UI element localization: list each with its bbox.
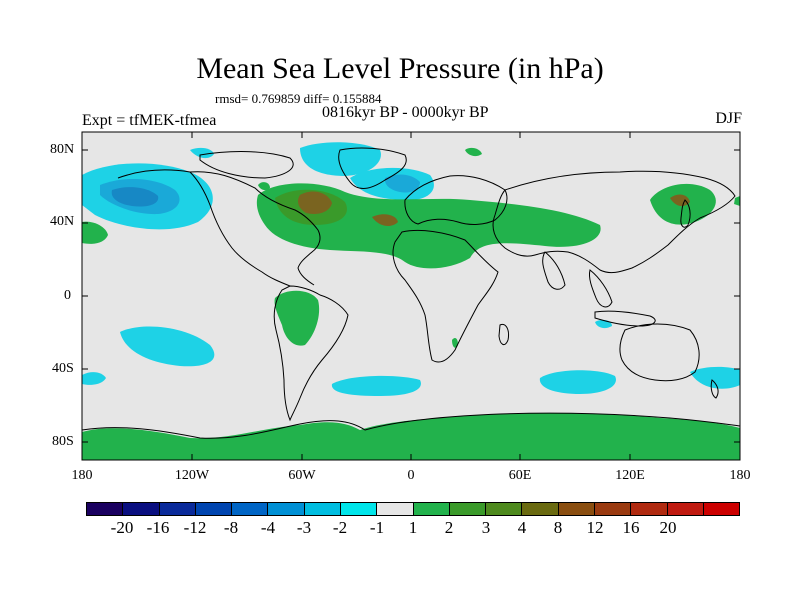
pos-anomaly-east-asia-core bbox=[670, 194, 690, 207]
colorbar-swatch bbox=[304, 503, 341, 515]
colorbar-swatch bbox=[340, 503, 378, 515]
season-label: DJF bbox=[715, 110, 742, 127]
colorbar-label: -2 bbox=[332, 518, 348, 537]
neg-anomaly-sw-pacific bbox=[690, 366, 740, 389]
colorbar-swatch bbox=[486, 503, 523, 515]
colorbar-label: 1 bbox=[408, 518, 418, 537]
coast-europe bbox=[404, 175, 508, 225]
colorbar-label: -4 bbox=[260, 518, 276, 537]
colorbar-swatch bbox=[232, 503, 269, 515]
neg-anomaly-north-atlantic-core bbox=[384, 174, 420, 193]
lon-tick-60E: 60E bbox=[508, 468, 532, 483]
colorbar-label: -20 bbox=[110, 518, 134, 537]
colorbar-swatch bbox=[87, 503, 124, 515]
map-title: Mean Sea Level Pressure (in hPa) bbox=[196, 52, 604, 85]
period-text: 0816kyr BP - 0000kyr BP bbox=[322, 104, 489, 121]
coast-madagascar bbox=[498, 323, 509, 346]
coast-new-zealand bbox=[710, 379, 719, 399]
colorbar-swatch bbox=[123, 503, 160, 515]
lon-tick-180W: 180 bbox=[71, 468, 93, 483]
coast-indonesia bbox=[594, 310, 656, 327]
colorbar-label: -16 bbox=[146, 518, 170, 537]
coast-arctic-archipelago bbox=[199, 151, 294, 179]
neg-anomaly-indian-ocean bbox=[539, 370, 616, 394]
pos-anomaly-greenland bbox=[258, 182, 270, 191]
pos-anomaly-arctic-center bbox=[465, 147, 482, 157]
stats-text: rmsd= 0.769859 diff= 0.155884 bbox=[215, 91, 382, 106]
coast-west-na bbox=[189, 171, 291, 287]
colorbar bbox=[86, 502, 740, 516]
colorbar-label: -8 bbox=[223, 518, 239, 537]
colorbar-label: 12 bbox=[586, 518, 604, 537]
coast-southeast-asia bbox=[589, 269, 613, 308]
lon-tick-180E: 180 bbox=[729, 468, 751, 483]
colorbar-swatch bbox=[703, 503, 740, 515]
pos-anomaly-africa-spot bbox=[452, 337, 458, 348]
colorbar-label: -12 bbox=[183, 518, 207, 537]
colorbar-swatch bbox=[413, 503, 450, 515]
lat-tick-40N: 40N bbox=[50, 214, 75, 229]
pos-anomaly-north-america-core bbox=[298, 191, 332, 214]
colorbar-swatch bbox=[594, 503, 632, 515]
colorbar-swatch bbox=[159, 503, 196, 515]
coast-alaska bbox=[117, 169, 191, 179]
colorbar-swatch bbox=[449, 503, 487, 515]
neg-anomaly-arctic-west bbox=[190, 147, 214, 159]
colorbar-swatch bbox=[268, 503, 305, 515]
colorbar-swatch bbox=[522, 503, 559, 515]
anomaly-fills bbox=[82, 142, 740, 460]
neg-anomaly-arctic-north bbox=[300, 142, 381, 176]
neg-anomaly-south-atlantic bbox=[331, 375, 421, 396]
colorbar-swatch bbox=[195, 503, 233, 515]
lon-tick-120W: 120W bbox=[174, 468, 210, 483]
coast-japan bbox=[680, 199, 691, 228]
colorbar-label: -1 bbox=[369, 518, 385, 537]
pos-anomaly-mediterranean-core bbox=[372, 214, 398, 227]
coast-africa bbox=[392, 229, 499, 363]
neg-anomaly-north-pacific-center bbox=[111, 187, 159, 207]
pos-anomaly-west-pacific bbox=[82, 221, 108, 244]
coast-south-america bbox=[273, 285, 349, 422]
coast-asia bbox=[492, 170, 736, 274]
experiment-label: Expt = tfMEK-tfmea bbox=[82, 112, 217, 129]
colorbar-label: 8 bbox=[553, 518, 563, 537]
coast-greenland bbox=[338, 147, 407, 189]
colorbar-label: 3 bbox=[481, 518, 491, 537]
coast-india bbox=[542, 251, 566, 290]
lat-tick-80S: 80S bbox=[52, 434, 74, 449]
colorbar-label: 2 bbox=[444, 518, 454, 537]
pos-anomaly-south-america bbox=[274, 290, 320, 346]
coast-north-america bbox=[189, 171, 321, 286]
lon-tick-0: 0 bbox=[407, 468, 415, 483]
neg-anomaly-south-west bbox=[82, 372, 106, 385]
neg-anomaly-south-pacific bbox=[120, 326, 215, 367]
colorbar-swatch bbox=[631, 503, 668, 515]
lat-tick-80N: 80N bbox=[50, 142, 75, 157]
lat-tick-40S: 40S bbox=[52, 361, 74, 376]
colorbar-label: 20 bbox=[659, 518, 677, 537]
colorbar-label: -3 bbox=[296, 518, 312, 537]
lon-tick-120E: 120E bbox=[615, 468, 645, 483]
colorbar-label: 4 bbox=[517, 518, 527, 537]
lon-tick-60W: 60W bbox=[288, 468, 316, 483]
lat-tick-0: 0 bbox=[64, 288, 71, 303]
colorbar-label: 16 bbox=[622, 518, 640, 537]
colorbar-swatch bbox=[667, 503, 704, 515]
colorbar-swatch bbox=[558, 503, 595, 515]
coastlines bbox=[81, 147, 741, 439]
colorbar-swatch bbox=[377, 503, 414, 515]
pos-anomaly-east-pacific-north bbox=[734, 196, 740, 206]
coast-australia bbox=[619, 323, 700, 382]
pos-anomaly-antarctica bbox=[82, 413, 740, 460]
coast-antarctica bbox=[81, 412, 741, 439]
tick-marks bbox=[81, 132, 741, 460]
